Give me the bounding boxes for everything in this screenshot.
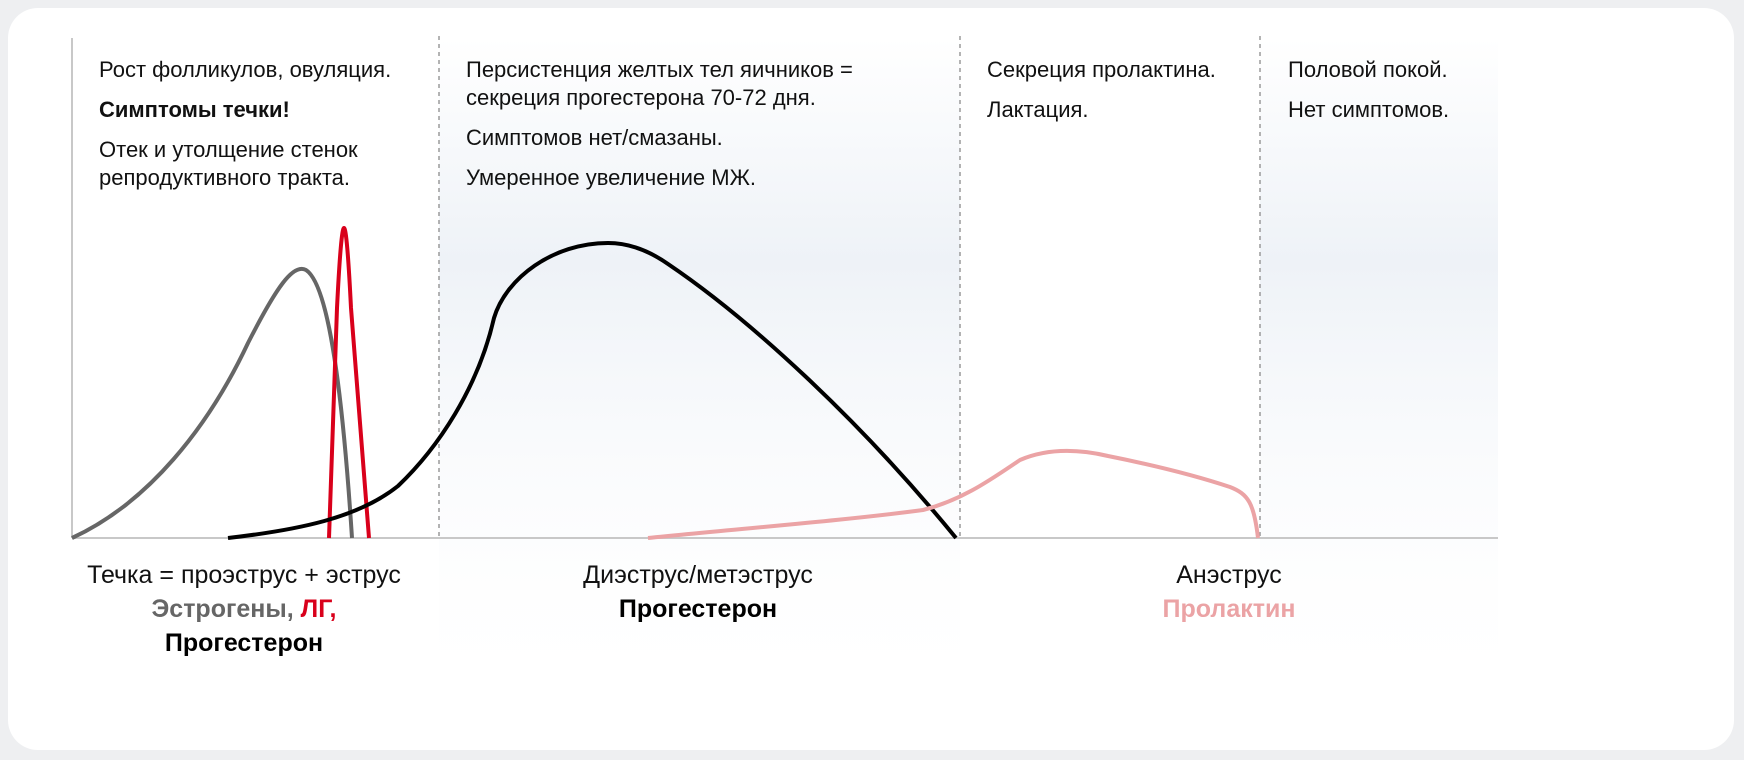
phase-note-1: Нет симптомов. (1288, 97, 1450, 122)
progesterone-curve (227, 240, 958, 540)
hormone-progesterone: Прогестерон (164, 629, 324, 657)
phase-note-0: Секреция пролактина. (987, 57, 1216, 82)
caption-anestrus: Анэструс Пролактин (1029, 558, 1429, 626)
phase-note-0: Персистенция желтых тел яичников = секре… (466, 57, 853, 110)
phase-note-0: Рост фолликулов, овуляция. (99, 57, 392, 82)
phase-note-2: Умеренное увеличение МЖ. (466, 165, 757, 190)
hormone-estrogens: Эстрогены (151, 595, 287, 623)
caption-anestrus-hormones: Пролактин (1029, 592, 1429, 626)
hormone-prolactin: Пролактин (1162, 595, 1296, 623)
hormone-separator: , (286, 595, 301, 623)
hormone-lh: ЛГ, (300, 595, 337, 623)
phase-note-1: Лактация. (987, 97, 1089, 122)
caption-estrus-hormones-line2: Прогестерон (44, 626, 444, 660)
estrogen-curve (71, 266, 354, 540)
caption-anestrus-title: Анэструс (1176, 561, 1282, 589)
caption-diestrus: Диэструс/метэструс Прогестерон (498, 558, 898, 626)
phase-notes-estrus: Рост фолликулов, овуляция. Симптомы течки… (99, 57, 392, 190)
anestrus-rest-shade (1260, 38, 1498, 678)
diestrus-shade (439, 38, 960, 678)
caption-diestrus-hormones: Прогестерон (498, 592, 898, 626)
phase-note-0: Половой покой. (1288, 57, 1448, 82)
phase-note-1: Симптомы течки! (99, 97, 290, 122)
prolactin-curve (647, 448, 1260, 540)
phase-notes-rest: Половой покой. Нет симптомов. (1288, 57, 1450, 122)
caption-estrus-hormones: Эстрогены, ЛГ, (44, 592, 444, 626)
phase-notes-diestrus: Персистенция желтых тел яичников = секре… (466, 57, 853, 190)
caption-estrus-title: Течка = проэструс + эструс (87, 561, 401, 589)
hormone-progesterone: Прогестерон (618, 595, 778, 623)
phase-note-2: Отек и утолщение стенок репродуктивного … (99, 137, 358, 190)
phase-note-1: Симптомов нет/смазаны. (466, 125, 723, 150)
phase-notes-anestrus: Секреция пролактина. Лактация. (987, 57, 1216, 122)
lh-curve (327, 225, 371, 539)
caption-estrus: Течка = проэструс + эструс Эстрогены, ЛГ… (44, 558, 444, 660)
diagram-card: Рост фолликулов, овуляция. Симптомы течки… (8, 8, 1734, 750)
hormone-cycle-diagram: Рост фолликулов, овуляция. Симптомы течки… (71, 36, 1498, 678)
caption-diestrus-title: Диэструс/метэструс (583, 561, 813, 589)
